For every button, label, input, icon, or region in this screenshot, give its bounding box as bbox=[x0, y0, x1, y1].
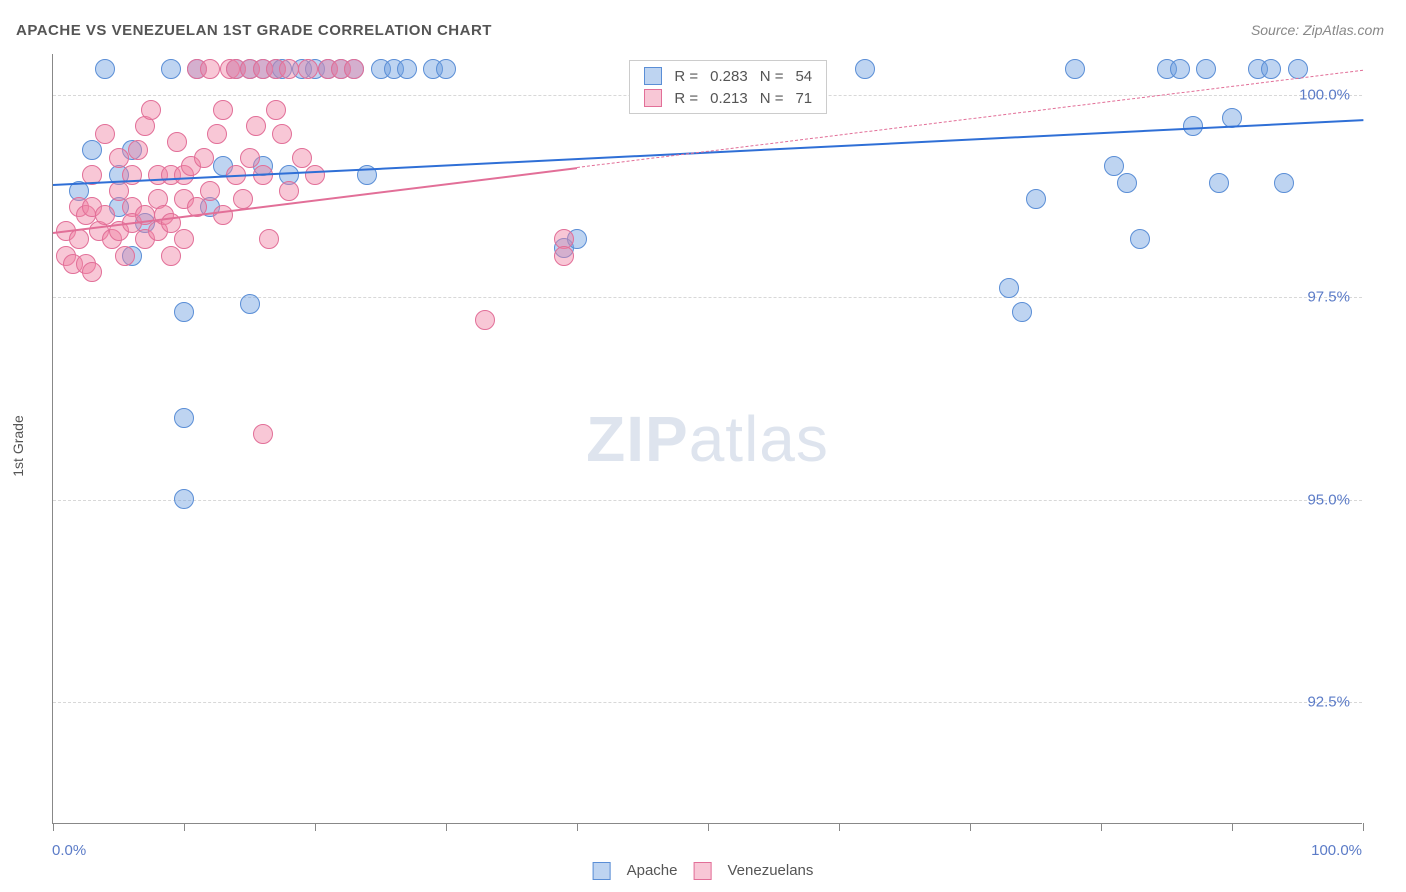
scatter-point-venez bbox=[213, 100, 233, 120]
scatter-point-venez bbox=[298, 59, 318, 79]
legend-cell: 71 bbox=[789, 87, 818, 109]
scatter-point-apache bbox=[174, 408, 194, 428]
scatter-point-venez bbox=[266, 100, 286, 120]
y-tick-label: 95.0% bbox=[1307, 491, 1350, 508]
scatter-point-apache bbox=[1130, 229, 1150, 249]
legend-cell: 0.283 bbox=[704, 65, 754, 87]
scatter-point-apache bbox=[82, 140, 102, 160]
scatter-point-venez bbox=[207, 124, 227, 144]
y-tick-label: 100.0% bbox=[1299, 86, 1350, 103]
source-attribution: Source: ZipAtlas.com bbox=[1251, 22, 1384, 38]
scatter-point-venez bbox=[194, 148, 214, 168]
scatter-point-apache bbox=[1170, 59, 1190, 79]
plot-area: ZIPatlas 100.0% 97.5% 95.0% 92.5% R =0.283N … bbox=[52, 54, 1362, 824]
scatter-point-venez bbox=[82, 262, 102, 282]
x-tick bbox=[315, 823, 316, 831]
legend-bottom: Apache Venezuelans bbox=[585, 862, 822, 880]
scatter-point-apache bbox=[1065, 59, 1085, 79]
scatter-point-apache bbox=[1261, 59, 1281, 79]
scatter-point-venez bbox=[475, 310, 495, 330]
x-tick bbox=[446, 823, 447, 831]
scatter-point-venez bbox=[167, 132, 187, 152]
scatter-point-venez bbox=[554, 246, 574, 266]
scatter-point-venez bbox=[161, 246, 181, 266]
legend-cell: R = bbox=[668, 65, 704, 87]
scatter-point-venez bbox=[272, 124, 292, 144]
scatter-point-venez bbox=[279, 59, 299, 79]
scatter-point-venez bbox=[259, 229, 279, 249]
watermark: ZIPatlas bbox=[586, 402, 829, 476]
legend-cell: R = bbox=[668, 87, 704, 109]
scatter-point-venez bbox=[246, 116, 266, 136]
scatter-point-apache bbox=[1012, 302, 1032, 322]
x-tick bbox=[184, 823, 185, 831]
scatter-point-venez bbox=[174, 229, 194, 249]
x-tick bbox=[53, 823, 54, 831]
legend-cell: N = bbox=[754, 65, 790, 87]
legend-label: Apache bbox=[627, 862, 678, 879]
scatter-point-venez bbox=[115, 246, 135, 266]
scatter-point-apache bbox=[855, 59, 875, 79]
legend-cell: N = bbox=[754, 87, 790, 109]
scatter-point-apache bbox=[1183, 116, 1203, 136]
legend-swatch-venez bbox=[644, 89, 662, 107]
x-axis-label-max: 100.0% bbox=[1311, 842, 1362, 859]
legend-cell: 0.213 bbox=[704, 87, 754, 109]
scatter-point-venez bbox=[200, 181, 220, 201]
x-tick bbox=[1232, 823, 1233, 831]
scatter-point-venez bbox=[69, 229, 89, 249]
x-tick bbox=[839, 823, 840, 831]
scatter-point-apache bbox=[174, 489, 194, 509]
scatter-point-apache bbox=[436, 59, 456, 79]
scatter-point-venez bbox=[305, 165, 325, 185]
gridline bbox=[53, 702, 1362, 703]
x-tick bbox=[970, 823, 971, 831]
legend-correlation-box: R =0.283N =54 R =0.213N =71 bbox=[629, 60, 827, 114]
scatter-point-apache bbox=[240, 294, 260, 314]
y-tick-label: 97.5% bbox=[1307, 289, 1350, 306]
scatter-point-apache bbox=[1117, 173, 1137, 193]
scatter-point-apache bbox=[1209, 173, 1229, 193]
scatter-point-apache bbox=[174, 302, 194, 322]
legend-swatch-venez bbox=[693, 862, 711, 880]
scatter-point-venez bbox=[141, 100, 161, 120]
chart-title: APACHE VS VENEZUELAN 1ST GRADE CORRELATI… bbox=[16, 22, 492, 39]
x-tick bbox=[1101, 823, 1102, 831]
x-axis-label-min: 0.0% bbox=[52, 842, 86, 859]
scatter-point-apache bbox=[161, 59, 181, 79]
chart-container: APACHE VS VENEZUELAN 1ST GRADE CORRELATI… bbox=[0, 0, 1406, 892]
watermark-zip: ZIP bbox=[586, 403, 689, 475]
x-tick bbox=[577, 823, 578, 831]
watermark-atlas: atlas bbox=[689, 403, 829, 475]
legend-cell: 54 bbox=[789, 65, 818, 87]
x-tick bbox=[708, 823, 709, 831]
legend-label: Venezuelans bbox=[727, 862, 813, 879]
legend-swatch-apache bbox=[593, 862, 611, 880]
scatter-point-apache bbox=[1026, 189, 1046, 209]
scatter-point-venez bbox=[95, 124, 115, 144]
scatter-point-venez bbox=[213, 205, 233, 225]
scatter-point-apache bbox=[999, 278, 1019, 298]
scatter-point-venez bbox=[253, 424, 273, 444]
scatter-point-apache bbox=[397, 59, 417, 79]
gridline bbox=[53, 500, 1362, 501]
scatter-point-apache bbox=[1196, 59, 1216, 79]
scatter-point-venez bbox=[344, 59, 364, 79]
legend-swatch-apache bbox=[644, 67, 662, 85]
y-tick-label: 92.5% bbox=[1307, 694, 1350, 711]
scatter-point-venez bbox=[128, 140, 148, 160]
scatter-point-venez bbox=[279, 181, 299, 201]
scatter-point-venez bbox=[200, 59, 220, 79]
scatter-point-apache bbox=[1274, 173, 1294, 193]
x-tick bbox=[1363, 823, 1364, 831]
scatter-point-venez bbox=[233, 189, 253, 209]
y-axis-title: 1st Grade bbox=[10, 415, 26, 476]
scatter-point-apache bbox=[95, 59, 115, 79]
